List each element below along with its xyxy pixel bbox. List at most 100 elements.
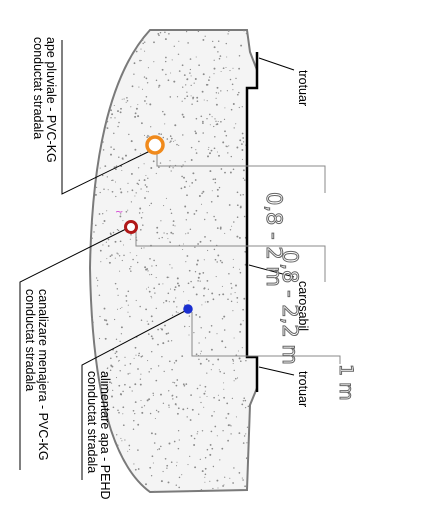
storm-pipe — [145, 135, 165, 155]
texture-dot — [195, 293, 198, 296]
texture-dot — [219, 459, 221, 461]
texture-dot — [160, 445, 162, 448]
texture-dot — [157, 365, 160, 367]
texture-dot — [145, 77, 148, 80]
texture-dot — [212, 40, 214, 43]
texture-dot — [133, 419, 135, 422]
texture-dot — [185, 84, 187, 86]
texture-dot — [227, 439, 230, 442]
texture-dot — [136, 261, 139, 264]
texture-dot — [201, 430, 204, 432]
texture-dot — [203, 294, 205, 297]
texture-dot — [242, 177, 245, 179]
texture-dot — [134, 401, 137, 403]
texture-dot — [190, 159, 193, 161]
texture-dot — [116, 308, 119, 310]
texture-dot — [215, 120, 217, 122]
texture-dot — [118, 156, 120, 159]
texture-dot — [222, 430, 224, 432]
fill-texture — [91, 29, 253, 492]
texture-dot — [154, 292, 156, 294]
texture-dot — [116, 434, 118, 436]
texture-dot — [167, 292, 170, 295]
texture-dot — [217, 394, 219, 396]
texture-dot — [190, 84, 192, 87]
texture-dot — [229, 70, 231, 72]
texture-dot — [230, 433, 232, 435]
texture-dot — [209, 152, 211, 155]
texture-dot — [216, 86, 219, 89]
texture-dot — [198, 342, 200, 344]
texture-dot — [241, 106, 243, 108]
texture-dot — [106, 388, 109, 391]
texture-dot — [109, 357, 112, 360]
texture-dot — [206, 395, 208, 398]
texture-dot — [99, 249, 102, 252]
texture-dot — [150, 432, 153, 435]
texture-dot — [103, 220, 106, 222]
texture-dot — [220, 70, 222, 73]
texture-dot — [203, 287, 206, 290]
texture-dot — [133, 73, 135, 75]
texture-dot — [159, 31, 162, 34]
texture-dot — [158, 84, 161, 87]
sidewalk-top-label: trotuar — [296, 70, 310, 106]
texture-dot — [119, 359, 121, 361]
texture-dot — [189, 185, 191, 187]
texture-dot — [148, 290, 151, 293]
trench-outline — [88, 29, 258, 494]
texture-dot — [142, 224, 144, 226]
texture-dot — [214, 181, 217, 184]
texture-dot — [117, 229, 120, 232]
texture-dot — [142, 42, 144, 45]
texture-dot — [122, 424, 125, 427]
texture-dot — [217, 254, 220, 257]
texture-dot — [121, 98, 123, 100]
water-pipe-leader — [81, 310, 186, 480]
texture-dot — [164, 457, 167, 460]
texture-dot — [144, 100, 146, 102]
texture-dot — [218, 369, 220, 371]
texture-dot — [186, 95, 189, 98]
texture-dot — [120, 213, 122, 215]
texture-dot — [245, 359, 247, 362]
texture-dot — [185, 261, 187, 263]
texture-dot — [208, 146, 210, 148]
texture-dot — [129, 362, 132, 365]
texture-dot — [214, 178, 217, 180]
texture-dot — [233, 221, 235, 223]
texture-dot — [169, 96, 172, 98]
texture-dot — [119, 188, 122, 190]
texture-dot — [129, 315, 131, 318]
texture-dot — [102, 141, 104, 143]
texture-dot — [143, 179, 146, 182]
texture-dot — [203, 406, 205, 408]
texture-dot — [118, 121, 120, 124]
texture-dot — [167, 340, 170, 342]
texture-dot — [229, 477, 231, 479]
texture-dot — [158, 34, 160, 37]
texture-dot — [124, 364, 126, 366]
texture-dot — [137, 368, 139, 370]
texture-dot — [112, 389, 114, 392]
texture-dot — [182, 248, 184, 251]
texture-dot — [206, 100, 208, 102]
texture-dot — [118, 255, 121, 257]
texture-dot — [187, 232, 189, 234]
texture-dot — [137, 449, 139, 451]
texture-dot — [122, 244, 125, 246]
texture-dot — [170, 340, 173, 342]
texture-dot — [106, 323, 109, 326]
texture-dot — [112, 179, 114, 182]
texture-dot — [195, 314, 198, 316]
texture-dot — [107, 245, 110, 247]
texture-dot — [199, 458, 201, 460]
texture-dot — [186, 91, 188, 93]
texture-dot — [186, 407, 189, 410]
texture-dot — [227, 298, 229, 301]
texture-dot — [193, 82, 195, 84]
texture-dot — [221, 447, 224, 450]
texture-dot — [220, 120, 222, 123]
texture-dot — [216, 123, 219, 126]
texture-dot — [221, 285, 223, 287]
